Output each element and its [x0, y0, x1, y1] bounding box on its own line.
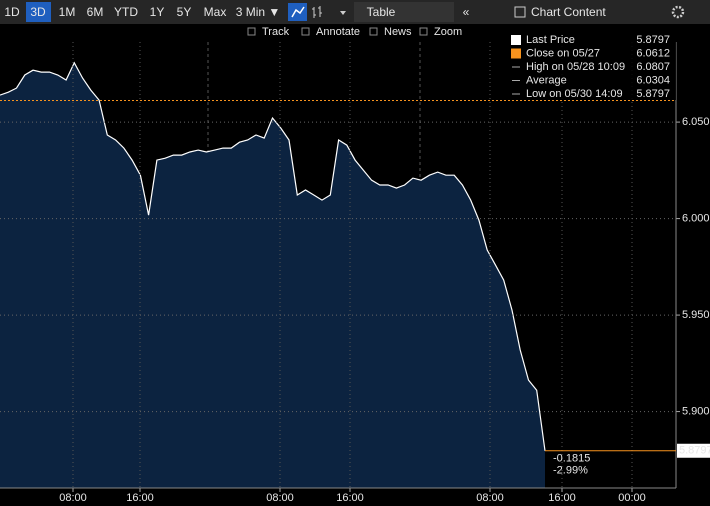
x-tick-label: 00:00 [618, 492, 646, 504]
range-button[interactable]: 6M [87, 5, 104, 19]
y-tick-label: 6.000 [682, 212, 710, 224]
line-icon [291, 6, 305, 18]
price-line [0, 61, 546, 451]
legend-name: Average [526, 74, 567, 86]
legend-name: High on 05/28 10:09 [526, 61, 625, 73]
table-label[interactable]: Table [367, 5, 396, 19]
last-price-tag-label: 5.8797 [679, 445, 710, 457]
tool-button[interactable]: Zoom [434, 26, 462, 38]
legend-box [500, 30, 676, 100]
change-annotation: -0.1815 [553, 453, 590, 465]
y-tick-label: 5.950 [682, 309, 710, 321]
bar-icon[interactable] [312, 6, 322, 18]
tool-icon[interactable] [369, 27, 378, 36]
range-button[interactable]: 1M [59, 5, 76, 19]
range-button[interactable]: 1Y [150, 5, 165, 19]
tool-icon[interactable] [247, 27, 256, 36]
legend-name: Low on 05/30 14:09 [526, 88, 623, 100]
legend-value: 6.0807 [636, 61, 670, 73]
interval-button[interactable]: 3 Min ▼ [236, 5, 281, 19]
y-tick-label: 6.050 [682, 116, 710, 128]
x-tick-label: 16:00 [548, 492, 576, 504]
tool-button[interactable]: News [384, 26, 412, 38]
table-button[interactable] [354, 2, 454, 22]
settings-icon[interactable] [671, 5, 685, 19]
x-tick-label: 08:00 [266, 492, 294, 504]
chart-content-label[interactable]: Chart Content [531, 5, 606, 19]
dropdown-icon[interactable] [340, 11, 346, 15]
x-tick-label: 16:00 [336, 492, 364, 504]
tool-icon[interactable] [301, 27, 310, 36]
x-tick-label: 08:00 [476, 492, 504, 504]
active-range [26, 2, 51, 22]
range-button[interactable]: 5Y [177, 5, 192, 19]
chart-content-icon [514, 6, 526, 18]
x-tick-label: 08:00 [59, 492, 87, 504]
range-button[interactable]: 1D [4, 5, 20, 19]
tool-button[interactable]: Annotate [316, 26, 360, 38]
tool-icon[interactable] [419, 27, 428, 36]
legend-name: Last Price [526, 34, 575, 46]
change-annotation: -2.99% [553, 465, 588, 477]
range-button[interactable]: Max [204, 5, 227, 19]
legend-name: Close on 05/27 [526, 47, 600, 59]
x-tick-label: 16:00 [126, 492, 154, 504]
legend-value: 5.8797 [636, 34, 670, 46]
price-area [0, 62, 545, 489]
legend-value: 6.0612 [636, 47, 670, 59]
tool-button[interactable]: Track [262, 26, 290, 38]
range-button[interactable]: YTD [114, 5, 138, 19]
collapse-icon[interactable]: « [463, 5, 470, 19]
legend-value: 6.0304 [636, 74, 670, 86]
last-price-tag [677, 443, 710, 458]
legend-swatch [511, 48, 521, 59]
legend-swatch [511, 35, 521, 45]
legend-value: 5.8797 [636, 88, 670, 100]
range-button[interactable]: 3D [30, 5, 46, 19]
y-tick-label: 5.900 [682, 405, 710, 417]
